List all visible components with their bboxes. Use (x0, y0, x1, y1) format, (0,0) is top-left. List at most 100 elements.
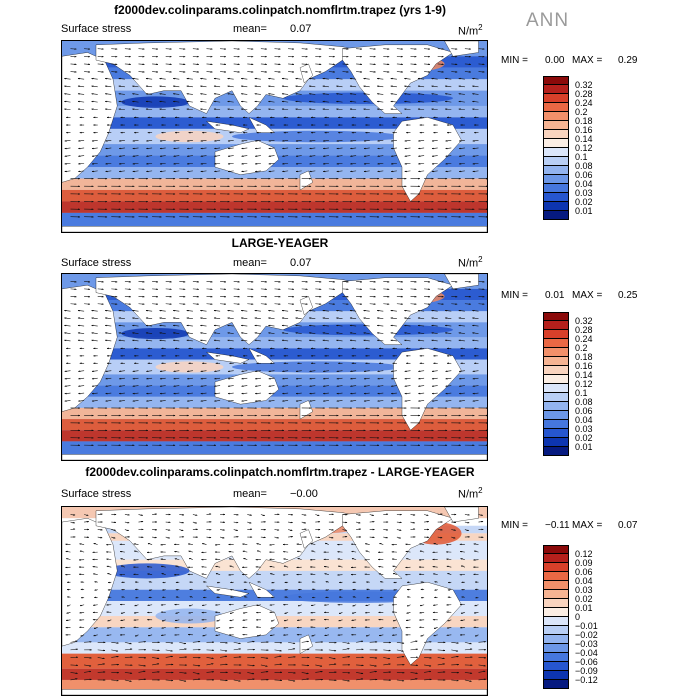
colorbar-swatch (543, 563, 569, 572)
colorbar-tick-label: 0.09 (575, 558, 593, 568)
colorbar-swatch (543, 680, 569, 689)
panel-1-mean-label: mean= (233, 23, 267, 35)
map-canvas (62, 41, 487, 232)
colorbar-swatch (543, 617, 569, 626)
map-canvas (62, 507, 487, 695)
colorbar-swatch (543, 671, 569, 680)
panel-1-min-value: 0.00 (545, 55, 565, 66)
panel-1-mean-value: 0.07 (290, 23, 312, 35)
colorbar-swatch (543, 184, 569, 193)
colorbar-tick-label: 0.32 (575, 316, 593, 326)
colorbar-tick-label: 0.02 (575, 197, 593, 207)
colorbar-swatch (543, 554, 569, 563)
colorbar-swatch (543, 545, 569, 554)
colorbar-tick-label: 0.16 (575, 125, 593, 135)
panel-3-min-value: −0.11 (545, 520, 570, 531)
colorbar-tick-label: 0.24 (575, 334, 593, 344)
colorbar-swatch (543, 644, 569, 653)
colorbar-tick-label: 0.06 (575, 170, 593, 180)
colorbar-swatch (543, 635, 569, 644)
colorbar-swatch (543, 94, 569, 103)
colorbar-swatch (543, 599, 569, 608)
colorbar-tick-label: 0.16 (575, 361, 593, 371)
panel-2-min-label: MIN = (501, 290, 528, 301)
colorbar-swatch (543, 393, 569, 402)
colorbar-tick-label: 0.14 (575, 134, 593, 144)
panel-3-title: f2000dev.colinparams.colinpatch.nomflrtm… (85, 465, 475, 479)
panel-1-units: N/m2 (458, 23, 483, 38)
colorbar-tick-label: 0.08 (575, 397, 593, 407)
colorbar-swatch (543, 626, 569, 635)
colorbar-tick-label: −0.12 (575, 675, 598, 685)
colorbar-tick-label: 0.32 (575, 80, 593, 90)
colorbar-tick-label: 0.03 (575, 424, 593, 434)
panel-1-min-label: MIN = (501, 55, 528, 66)
colorbar-tick-label: −0.02 (575, 630, 598, 640)
colorbar-tick-label: 0.08 (575, 161, 593, 171)
colorbar-tick-label: 0.06 (575, 567, 593, 577)
colorbar-tick-label: 0.28 (575, 325, 593, 335)
colorbar-swatch (543, 157, 569, 166)
panel-3-units-base: N/m (458, 488, 479, 501)
colorbar-swatch (543, 402, 569, 411)
colorbar-tick-label: −0.03 (575, 639, 598, 649)
colorbar-tick-label: 0.1 (575, 388, 588, 398)
panel-2-units-exp: 2 (478, 255, 483, 264)
colorbar-swatch (543, 321, 569, 330)
panel-3-map (61, 506, 488, 696)
colorbar-tick-label: 0.01 (575, 442, 593, 452)
panel-3-max-value: 0.07 (618, 520, 638, 531)
colorbar-swatch (543, 330, 569, 339)
colorbar-tick-label: 0.12 (575, 379, 593, 389)
colorbar-swatch (543, 348, 569, 357)
map-canvas (62, 274, 487, 460)
panel-1-units-exp: 2 (478, 23, 483, 32)
panel-2-min-value: 0.01 (545, 290, 565, 301)
colorbar-swatch (543, 384, 569, 393)
colorbar-tick-label: 0.24 (575, 98, 593, 108)
colorbar-tick-label: 0.04 (575, 415, 593, 425)
panel-2-max-value: 0.25 (618, 290, 638, 301)
colorbar-swatch (543, 175, 569, 184)
colorbar-swatch (543, 312, 569, 321)
colorbar-tick-label: 0.01 (575, 603, 593, 613)
colorbar-swatch (543, 366, 569, 375)
panel-3-colorbar: 0.12 0.09 0.06 0.04 0.03 0.02 0.01 0 −0.01 −0.02−… (543, 545, 598, 689)
panel-2-units-base: N/m (458, 257, 479, 270)
colorbar-tick-label: 0.06 (575, 406, 593, 416)
panel-3-mean-label: mean= (233, 488, 267, 500)
panel-2-mean-label: mean= (233, 257, 267, 269)
colorbar-swatch (543, 447, 569, 456)
colorbar-swatch (543, 572, 569, 581)
panel-3-min-label: MIN = (501, 520, 528, 531)
colorbar-swatch (543, 608, 569, 617)
colorbar-tick-label: 0.18 (575, 116, 593, 126)
colorbar-tick-label: 0.1 (575, 152, 588, 162)
panel-1-units-base: N/m (458, 25, 479, 38)
panel-1-map (61, 40, 488, 233)
season-label: ANN (526, 10, 570, 31)
colorbar-swatch (543, 193, 569, 202)
panel-3-units-exp: 2 (478, 486, 483, 495)
colorbar-tick-label: 0.02 (575, 594, 593, 604)
colorbar-tick-label: 0.03 (575, 188, 593, 198)
colorbar-tick-label: 0.12 (575, 143, 593, 153)
panel-2-variable: Surface stress (61, 257, 132, 269)
colorbar-tick-label: −0.04 (575, 648, 598, 658)
colorbar-swatch (543, 581, 569, 590)
colorbar-tick-label: −0.01 (575, 621, 598, 631)
panel-3-mean-value: −0.00 (290, 488, 318, 500)
colorbar-swatch (543, 375, 569, 384)
colorbar-swatch (543, 211, 569, 220)
panel-1-variable: Surface stress (61, 23, 132, 35)
colorbar-swatch (543, 103, 569, 112)
colorbar-tick-label: 0.01 (575, 206, 593, 216)
colorbar-tick-label: 0.28 (575, 89, 593, 99)
colorbar-swatch (543, 357, 569, 366)
colorbar-tick-label: 0.04 (575, 576, 593, 586)
panel-1-colorbar: 0.32 0.28 0.24 0.2 0.18 0.16 0.14 0.12 0.1 0.08 0.… (543, 76, 593, 220)
panel-1-max-value: 0.29 (618, 55, 638, 66)
panel-2-mean-value: 0.07 (290, 257, 312, 269)
colorbar-tick-label: 0.2 (575, 107, 588, 117)
colorbar-swatch (543, 166, 569, 175)
